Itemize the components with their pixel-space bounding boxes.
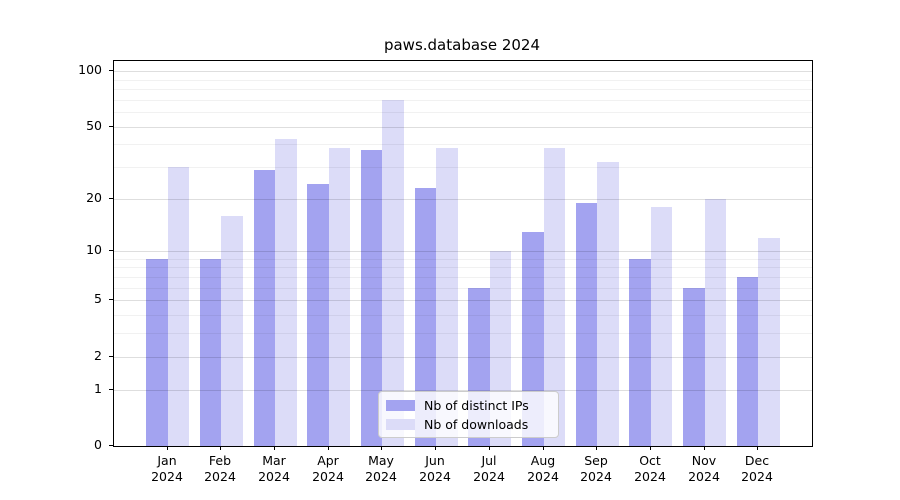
x-tick-label: Jul 2024 — [473, 453, 505, 484]
bar-downloads — [543, 148, 566, 446]
x-tick-mark — [328, 446, 329, 450]
x-tick-label: Aug 2024 — [527, 453, 559, 484]
bar-downloads — [597, 161, 619, 446]
y-tick-mark — [109, 198, 113, 199]
x-tick-mark — [381, 446, 382, 450]
x-tick-label: Nov 2024 — [688, 453, 720, 484]
x-tick-mark — [435, 446, 436, 450]
legend-swatch-distinct-ips — [386, 400, 415, 411]
bar-downloads — [650, 206, 673, 446]
x-tick-mark — [220, 446, 221, 450]
x-tick-mark — [167, 446, 168, 450]
x-tick-label: May 2024 — [365, 453, 397, 484]
bar-distinct-ips — [414, 187, 437, 446]
bar-distinct-ips — [199, 258, 222, 446]
y-tick-label: 5 — [94, 291, 102, 306]
y-tick-mark — [109, 126, 113, 127]
x-tick-label: Dec 2024 — [741, 453, 773, 484]
bar-distinct-ips — [307, 184, 329, 446]
x-tick-label: Sep 2024 — [580, 453, 612, 484]
bar-downloads — [275, 138, 297, 446]
y-tick-label: 1 — [94, 381, 102, 396]
y-tick-mark — [109, 389, 113, 390]
x-tick-mark — [757, 446, 758, 450]
bar-downloads — [436, 148, 458, 446]
y-tick-mark — [109, 250, 113, 251]
legend-item-downloads: Nb of downloads — [386, 416, 550, 433]
bar-distinct-ips — [575, 202, 598, 446]
y-tick-label: 0 — [94, 437, 102, 452]
x-tick-mark — [650, 446, 651, 450]
y-tick-mark — [109, 445, 113, 446]
y-tick-label: 50 — [86, 118, 102, 133]
x-tick-label: Jan 2024 — [151, 453, 183, 484]
x-tick-mark — [596, 446, 597, 450]
bar-downloads — [758, 237, 780, 446]
bars-layer — [114, 61, 812, 446]
legend-label-distinct-ips: Nb of distinct IPs — [424, 398, 529, 413]
x-tick-label: Oct 2024 — [634, 453, 666, 484]
y-tick-label: 10 — [86, 242, 102, 257]
x-tick-mark — [543, 446, 544, 450]
y-tick-label: 100 — [78, 62, 102, 77]
x-tick-mark — [274, 446, 275, 450]
bar-distinct-ips — [253, 169, 276, 446]
y-tick-label: 2 — [94, 348, 102, 363]
legend-label-downloads: Nb of downloads — [424, 417, 529, 432]
bar-downloads — [382, 99, 404, 446]
bar-distinct-ips — [360, 150, 383, 446]
bar-distinct-ips — [629, 258, 651, 446]
y-tick-mark — [109, 299, 113, 300]
y-tick-mark — [109, 70, 113, 71]
bar-downloads — [167, 167, 190, 446]
bar-downloads — [328, 148, 351, 446]
y-tick-mark — [109, 356, 113, 357]
bar-distinct-ips — [683, 287, 705, 446]
x-tick-mark — [489, 446, 490, 450]
x-tick-label: Mar 2024 — [258, 453, 290, 484]
legend-swatch-downloads — [386, 419, 415, 430]
legend-item-distinct-ips: Nb of distinct IPs — [386, 397, 550, 414]
y-tick-label: 20 — [86, 190, 102, 205]
bar-downloads — [704, 198, 727, 446]
legend: Nb of distinct IPs Nb of downloads — [378, 391, 559, 438]
x-tick-label: Jun 2024 — [419, 453, 451, 484]
chart-title: paws.database 2024 — [383, 36, 541, 54]
x-tick-mark — [704, 446, 705, 450]
bar-distinct-ips — [146, 258, 168, 446]
plot-area — [113, 60, 813, 447]
bar-distinct-ips — [736, 277, 759, 446]
x-tick-label: Feb 2024 — [204, 453, 236, 484]
x-tick-label: Apr 2024 — [312, 453, 344, 484]
bar-downloads — [221, 215, 243, 446]
